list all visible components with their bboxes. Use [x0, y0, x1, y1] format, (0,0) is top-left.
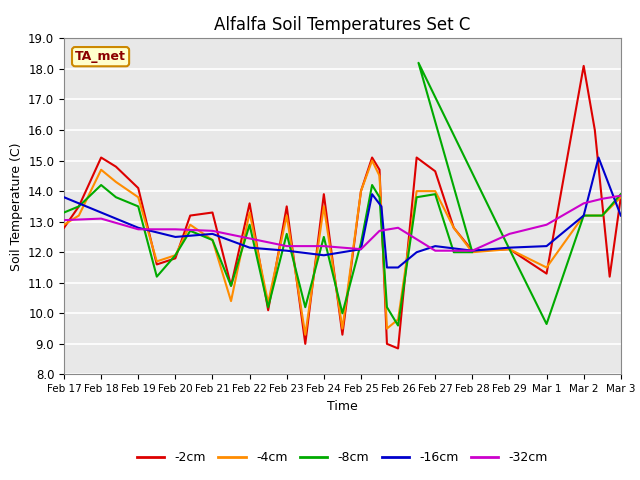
X-axis label: Time: Time: [327, 400, 358, 413]
Title: Alfalfa Soil Temperatures Set C: Alfalfa Soil Temperatures Set C: [214, 16, 470, 34]
Y-axis label: Soil Temperature (C): Soil Temperature (C): [10, 142, 22, 271]
Legend: -2cm, -4cm, -8cm, -16cm, -32cm: -2cm, -4cm, -8cm, -16cm, -32cm: [132, 446, 553, 469]
Text: TA_met: TA_met: [75, 50, 126, 63]
